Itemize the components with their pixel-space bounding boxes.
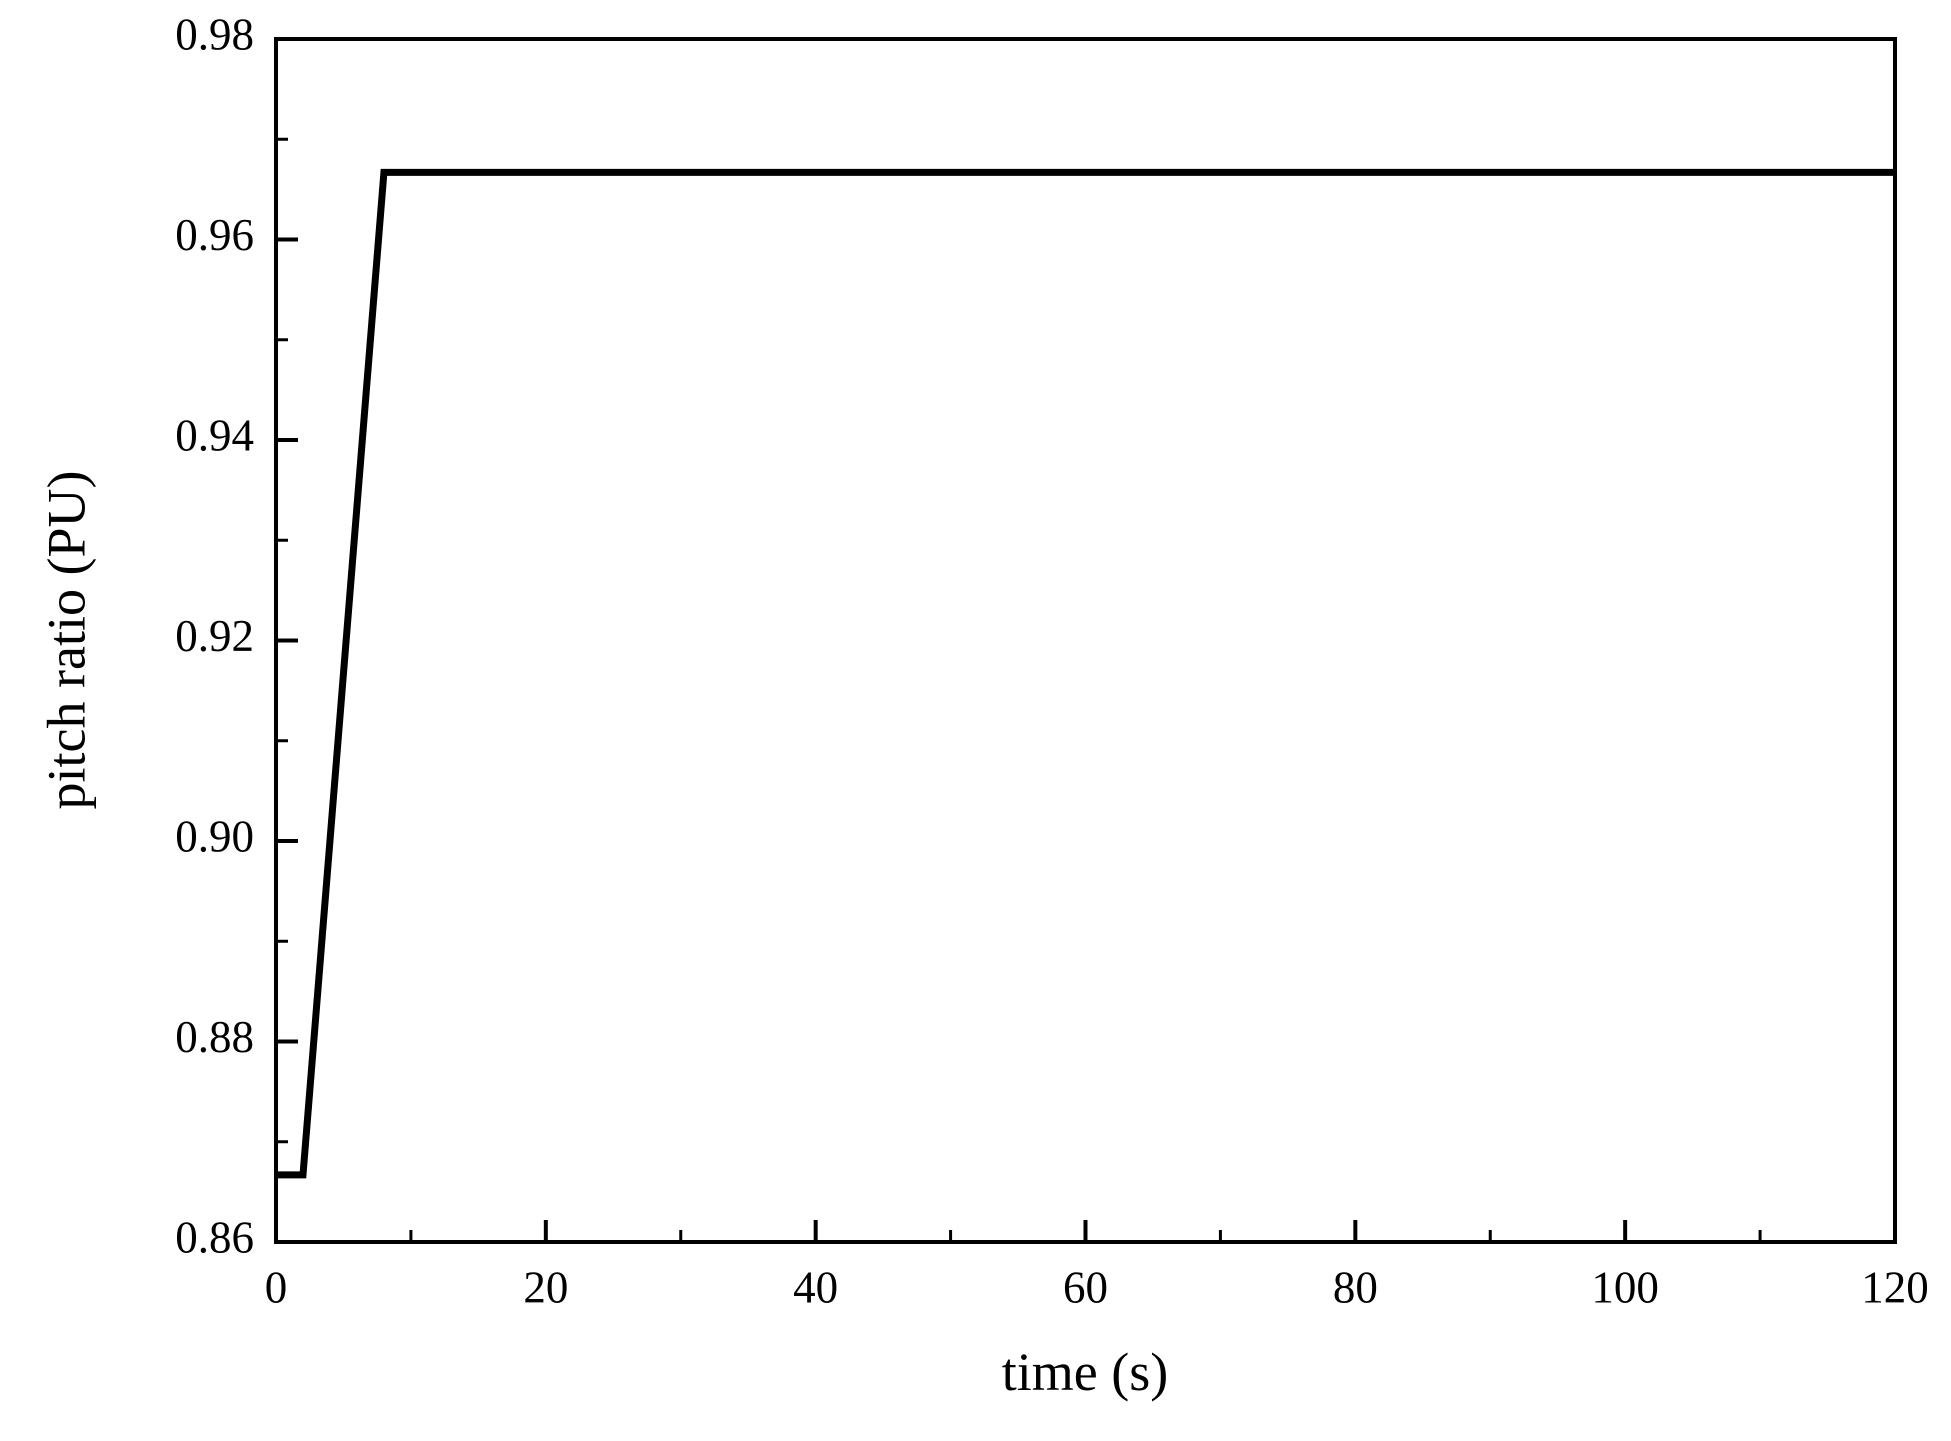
x-tick-label: 100 <box>1591 1262 1659 1312</box>
x-tick-label: 60 <box>1063 1262 1108 1312</box>
x-tick-label: 20 <box>523 1262 568 1312</box>
y-axis-title: pitch ratio (PU) <box>36 471 96 810</box>
y-tick-label: 0.98 <box>175 9 254 59</box>
y-tick-label: 0.86 <box>175 1212 254 1262</box>
y-tick-label: 0.90 <box>175 811 254 861</box>
x-tick-label: 0 <box>265 1262 288 1312</box>
data-line <box>276 168 1895 1179</box>
x-tick-label: 80 <box>1333 1262 1378 1312</box>
x-tick-label: 40 <box>793 1262 838 1312</box>
x-axis-title: time (s) <box>1002 1342 1168 1402</box>
y-tick-label: 0.92 <box>175 611 254 661</box>
y-tick-label: 0.96 <box>175 210 254 260</box>
y-tick-label: 0.94 <box>175 410 254 460</box>
y-tick-label: 0.88 <box>175 1012 254 1062</box>
plot-frame <box>274 37 1897 1244</box>
x-tick-label: 120 <box>1861 1262 1929 1312</box>
